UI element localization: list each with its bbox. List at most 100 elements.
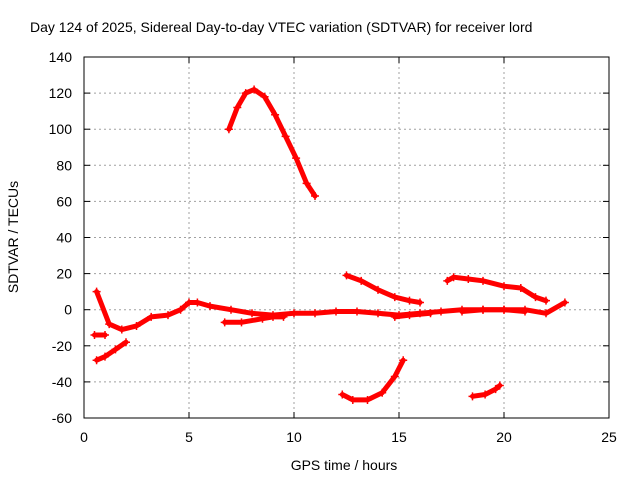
data-point-marker [399,356,408,365]
data-point-marker [193,298,202,307]
data-point-marker [224,125,233,134]
data-point-marker [458,307,466,316]
data-point-marker [101,352,109,361]
data-point-marker [311,309,319,318]
data-point-marker [357,276,366,285]
data-point-marker [443,276,452,285]
chart-title: Day 124 of 2025, Sidereal Day-to-day VTE… [30,19,532,35]
series-line [470,383,503,399]
data-point-marker [332,307,340,316]
data-point-marker [132,321,141,330]
x-tick-label: 20 [496,429,512,445]
data-point-marker [101,330,109,339]
data-point-marker [405,296,414,305]
data-point-marker [491,385,500,394]
y-axis-title: SDTVAR / TECUs [5,181,21,293]
data-point-marker [342,271,351,280]
y-tick-label: -20 [52,338,72,354]
series-layer [90,85,569,404]
data-point-marker [241,89,250,98]
x-tick-label: 25 [601,429,617,445]
grid [84,57,609,418]
data-point-marker [279,312,288,321]
data-point-marker [426,309,435,318]
series-arc-right-flat [458,305,529,316]
data-point-marker [248,309,256,318]
y-tick-label: -40 [52,374,72,390]
data-point-marker [405,311,414,320]
data-point-marker [258,314,267,323]
y-tick-label: 120 [49,85,73,101]
data-point-marker [449,273,458,282]
y-tick-label: 20 [56,266,72,282]
y-tick-label: 40 [56,230,72,246]
tick-layer: 0 5 10 15 20 25 -60 -40 -20 0 20 40 60 80 100 120 140 [49,49,617,445]
data-point-marker [92,356,101,365]
data-point-marker [271,110,280,119]
data-point-marker [206,302,214,311]
data-point-marker [147,312,156,321]
series-line [444,274,549,304]
data-point-marker [353,307,361,316]
y-tick-label: 140 [49,49,73,65]
y-tick-label: 0 [64,302,72,318]
data-point-marker [292,154,301,163]
series-arc-mid-pos [342,271,424,307]
data-point-marker [390,372,399,381]
data-point-marker [468,392,477,401]
y-tick-label: 100 [49,121,73,137]
data-point-marker [164,311,172,320]
y-tick-label: -60 [52,410,72,426]
series-line [94,339,129,363]
y-tick-label: 80 [56,157,72,173]
series-arc-bottom [338,356,408,404]
data-point-marker [531,293,540,302]
x-axis-title: GPS time / hours [291,457,398,473]
series-arc-bottom-right [468,381,504,401]
data-point-marker [500,305,508,314]
series-line [459,307,528,314]
data-point-marker [500,282,508,291]
x-tick-label: 5 [185,429,193,445]
data-point-marker [390,312,399,321]
data-point-marker [105,320,114,329]
series-line [222,314,286,325]
series-arc-mid-right-neg [390,309,435,321]
data-point-marker [348,395,357,404]
series-arc-short-left [90,330,109,339]
data-point-marker [479,276,487,285]
data-point-marker [92,287,101,296]
data-point-marker [117,325,126,334]
data-point-marker [290,309,298,318]
data-point-marker [516,284,525,293]
series-arc-right-pos [443,273,550,305]
x-tick-label: 10 [286,429,302,445]
data-point-marker [237,318,246,327]
data-point-marker [521,307,529,316]
series-line [339,357,406,403]
x-tick-label: 0 [80,429,88,445]
data-point-marker [542,296,550,305]
data-point-marker [311,191,319,200]
data-point-marker [122,338,130,347]
data-point-marker [464,275,473,284]
y-tick-label: 60 [56,193,72,209]
data-point-marker [416,298,424,307]
data-point-marker [495,381,504,390]
data-point-marker [390,293,399,302]
data-point-marker [90,330,99,339]
data-point-marker [185,298,193,307]
data-point-marker [281,132,290,141]
data-point-marker [111,345,120,354]
series-line [226,87,318,199]
data-point-marker [302,179,311,188]
data-point-marker [374,285,382,294]
series-arc-low-left [92,338,130,365]
data-point-marker [176,305,185,314]
data-point-marker [542,309,550,318]
data-point-marker [338,390,347,399]
data-point-marker [481,390,490,399]
data-point-marker [479,305,487,314]
series-arc-top [224,85,319,200]
